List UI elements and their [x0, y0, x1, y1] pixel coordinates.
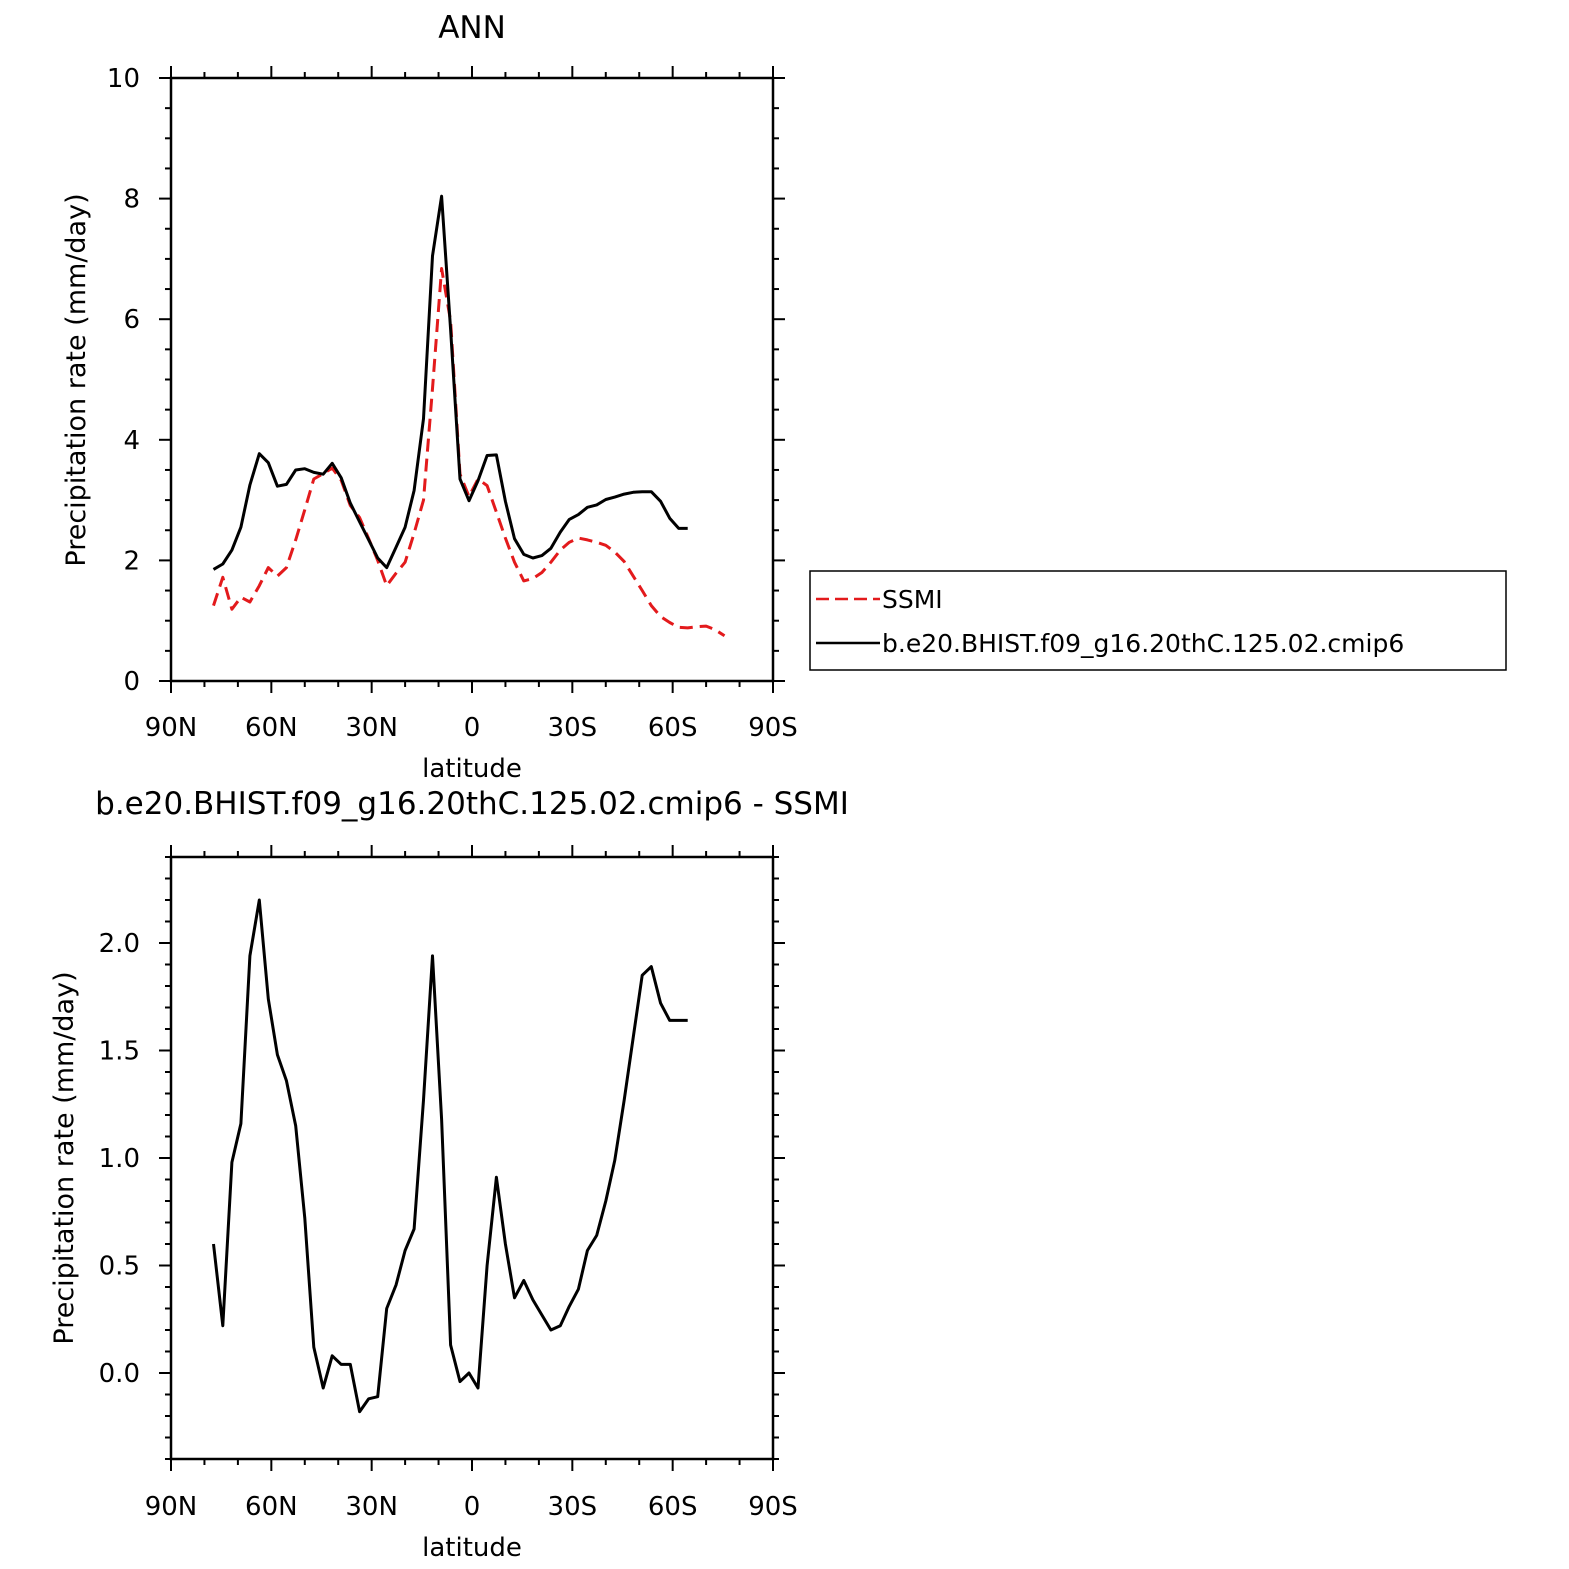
- y-tick-label: 1.0: [99, 1144, 140, 1174]
- chart-title: ANN: [438, 10, 506, 46]
- x-tick-label: 0: [464, 713, 481, 743]
- y-tick-label: 2: [123, 546, 140, 576]
- x-tick-label: 30S: [548, 713, 598, 743]
- plot-frame: [169, 76, 775, 683]
- x-axis-label: latitude: [422, 1533, 522, 1563]
- x-tick-labels: 90N 60N 30N 0 30S 60S 90S: [145, 1492, 798, 1522]
- x-tick-label: 60N: [245, 1492, 298, 1522]
- plot-lines: [212, 898, 688, 1414]
- y-tick-label: 2.0: [99, 929, 140, 959]
- x-tick-labels: 90N 60N 30N 0 30S 60S 90S: [145, 713, 798, 743]
- panel-difference: b.e20.BHIST.f09_g16.20thC.125.02.cmip6 -…: [49, 786, 849, 1563]
- plot-lines: [212, 194, 726, 638]
- x-tick-label: 90N: [145, 1492, 198, 1522]
- legend-label-model: b.e20.BHIST.f09_g16.20thC.125.02.cmip6: [882, 629, 1404, 658]
- legend-label-ssmi: SSMI: [882, 585, 943, 614]
- panel-annual-mean: ANN 0 2 4 6 8 10 90N 60N 30N 0 30S 60S 90S latitude…: [61, 10, 1507, 784]
- y-tick-label: 0.0: [99, 1359, 140, 1389]
- y-axis-label: Precipitation rate (mm/day): [49, 971, 80, 1344]
- x-tick-label: 30S: [548, 1492, 598, 1522]
- legend: SSMI b.e20.BHIST.f09_g16.20thC.125.02.cm…: [809, 570, 1507, 671]
- x-tick-label: 60S: [648, 1492, 698, 1522]
- x-tick-label: 30N: [345, 1492, 398, 1522]
- y-tick-label: 1.5: [99, 1037, 140, 1067]
- x-tick-label: 60S: [648, 713, 698, 743]
- x-tick-label: 90S: [748, 1492, 798, 1522]
- x-tick-label: 90N: [145, 713, 198, 743]
- y-tick-label: 6: [123, 305, 140, 335]
- series-line-model: [212, 898, 688, 1414]
- x-tick-label: 30N: [345, 713, 398, 743]
- x-axis-label: latitude: [422, 754, 522, 784]
- y-tick-label: 4: [123, 426, 140, 456]
- series-line-model: [212, 194, 688, 571]
- y-tick-label: 8: [123, 185, 140, 215]
- chart-title: b.e20.BHIST.f09_g16.20thC.125.02.cmip6 -…: [95, 786, 849, 822]
- y-tick-label: 0.5: [99, 1252, 140, 1282]
- x-tick-label: 60N: [245, 713, 298, 743]
- y-tick-label: 0: [123, 667, 140, 697]
- y-tick-label: 10: [107, 64, 140, 94]
- x-tick-label: 90S: [748, 713, 798, 743]
- legend-box: [809, 570, 1507, 671]
- y-tick-labels: 0.0 0.5 1.0 1.5 2.0: [99, 929, 140, 1389]
- x-tick-label: 0: [464, 1492, 481, 1522]
- y-axis-label: Precipitation rate (mm/day): [61, 193, 92, 566]
- y-tick-labels: 0 2 4 6 8 10: [107, 64, 140, 697]
- plot-frame: [169, 855, 775, 1461]
- series-line-ssmi: [212, 267, 726, 638]
